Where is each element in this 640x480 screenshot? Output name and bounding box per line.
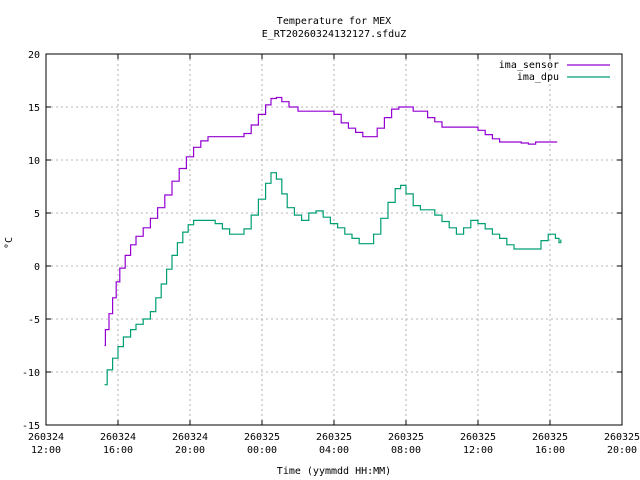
chart-title: Temperature for MEX <box>277 16 391 27</box>
series-lines <box>104 96 562 386</box>
y-tick-label: 15 <box>28 103 40 114</box>
y-tick-label: 20 <box>28 50 40 61</box>
x-tick-label-date: 260325 <box>532 432 568 443</box>
x-tick-label-time: 16:00 <box>535 445 565 456</box>
y-axis-label: °C <box>4 237 15 249</box>
x-tick-label-time: 20:00 <box>607 445 637 456</box>
x-tick-label-date: 260324 <box>172 432 208 443</box>
x-tick-label-time: 20:00 <box>175 445 205 456</box>
y-tick-label: -15 <box>22 421 40 432</box>
grid-lines <box>46 54 622 425</box>
x-tick-label-time: 00:00 <box>247 445 277 456</box>
x-axis-label: Time (yymmdd HH:MM) <box>277 466 391 477</box>
y-tick-label: 0 <box>34 262 40 273</box>
x-tick-label-date: 260324 <box>28 432 64 443</box>
y-tick-label: 5 <box>34 209 40 220</box>
x-tick-label-time: 08:00 <box>391 445 421 456</box>
legend-label-ima_dpu: ima_dpu <box>517 72 559 83</box>
x-axis-ticks: 260324 12:00 260324 16:00 260324 20:00 260325 0… <box>28 54 640 456</box>
y-tick-label: 10 <box>28 156 40 167</box>
y-tick-label: -5 <box>28 315 40 326</box>
x-tick-label-date: 260325 <box>316 432 352 443</box>
x-tick-label-time: 12:00 <box>31 445 61 456</box>
series-line-ima_sensor <box>104 96 558 347</box>
chart-subtitle: E_RT20260324132127.sfduZ <box>262 29 407 40</box>
x-tick-label-date: 260325 <box>244 432 280 443</box>
x-tick-label-time: 16:00 <box>103 445 133 456</box>
x-tick-label-date: 260325 <box>388 432 424 443</box>
series-line-ima_dpu <box>104 172 562 386</box>
x-tick-label-date: 260324 <box>100 432 136 443</box>
y-tick-label: -10 <box>22 368 40 379</box>
x-tick-label-date: 260325 <box>604 432 640 443</box>
legend-label-ima_sensor: ima_sensor <box>499 60 559 71</box>
y-axis-ticks: -15 -10 -5 0 5 10 15 20 <box>22 50 622 432</box>
x-tick-label-date: 260325 <box>460 432 496 443</box>
x-tick-label-time: 04:00 <box>319 445 349 456</box>
x-tick-label-time: 12:00 <box>463 445 493 456</box>
